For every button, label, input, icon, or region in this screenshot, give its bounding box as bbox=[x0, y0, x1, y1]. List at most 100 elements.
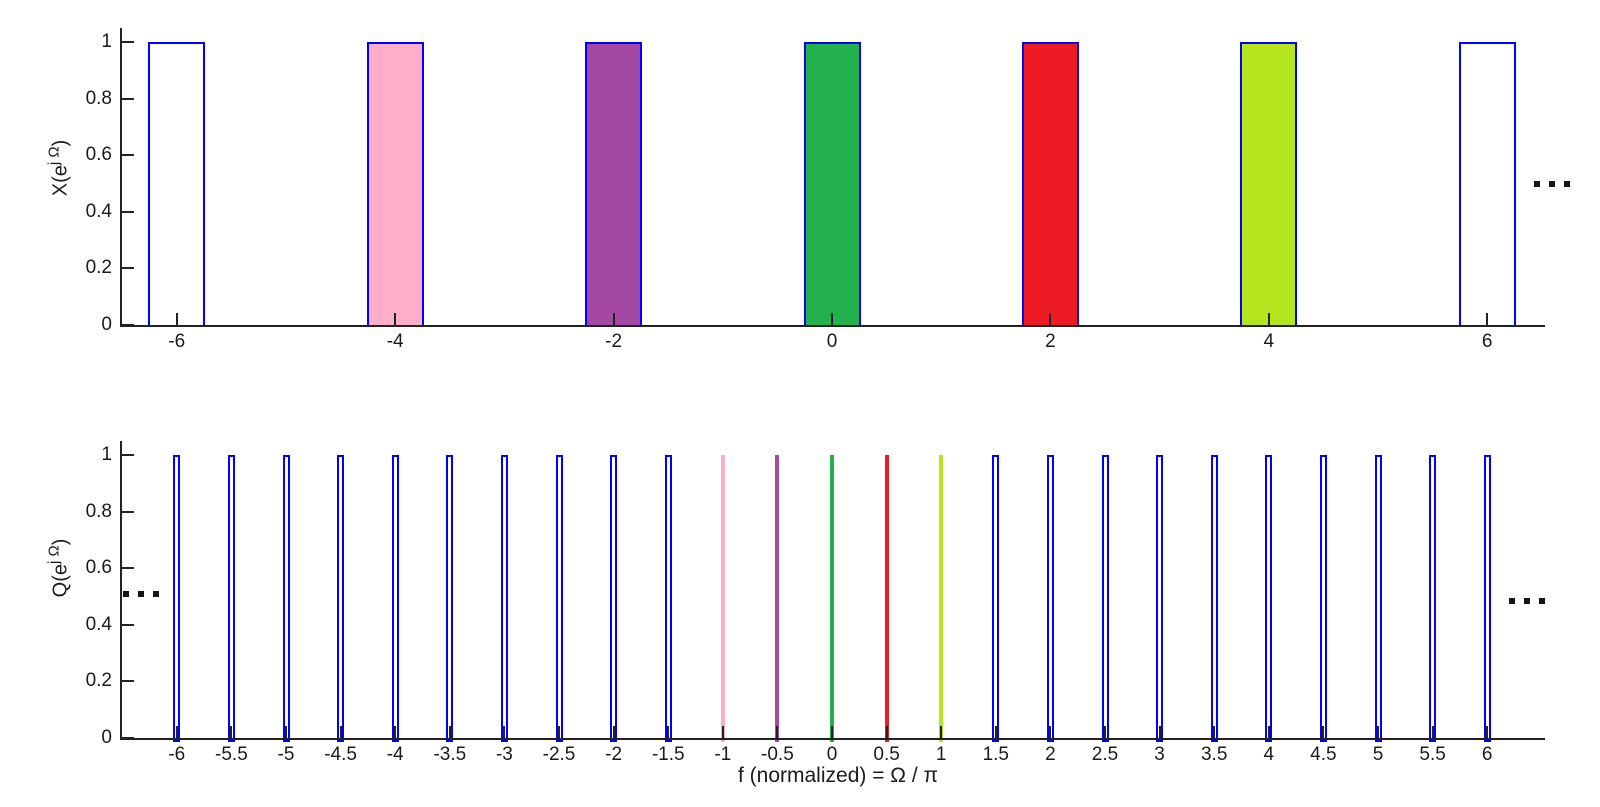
y-tick-label: 0.4 bbox=[85, 613, 112, 635]
x-tick bbox=[285, 726, 287, 738]
y-tick bbox=[122, 567, 134, 570]
x-tick-label: -0.5 bbox=[761, 744, 794, 765]
spectrum-pulse-x-2.5 bbox=[1101, 455, 1109, 742]
x-tick-label: 3 bbox=[1154, 744, 1165, 765]
x-tick-label: 2 bbox=[1045, 331, 1056, 352]
y-tick bbox=[122, 210, 134, 213]
x-tick bbox=[831, 726, 833, 738]
x-tick-label: -1 bbox=[714, 744, 732, 765]
x-tick bbox=[1486, 313, 1489, 325]
spectrum-bar-x-0 bbox=[803, 42, 861, 325]
spectrum-pulse-x--6 bbox=[173, 455, 181, 742]
y-tick bbox=[122, 324, 134, 326]
y-tick bbox=[122, 680, 134, 683]
spectrum-pulse-x-1.5 bbox=[992, 455, 1000, 742]
y-tick bbox=[122, 97, 134, 100]
spectrum-bar-x-6 bbox=[1458, 42, 1516, 325]
x-tick-label: -1.5 bbox=[651, 744, 685, 765]
y-tick bbox=[122, 510, 134, 513]
x-tick bbox=[558, 726, 560, 738]
x-tick-label: 4 bbox=[1263, 331, 1275, 352]
x-tick bbox=[1158, 726, 1161, 738]
x-tick bbox=[1049, 313, 1052, 325]
x-tick-label: 1 bbox=[935, 744, 947, 765]
y-axis-line bbox=[120, 28, 122, 327]
spectrum-pulse-x-4 bbox=[1265, 455, 1273, 742]
x-tick bbox=[448, 726, 451, 738]
spectrum-pulse-x-4.5 bbox=[1319, 455, 1327, 742]
x-tick-label: 4.5 bbox=[1310, 744, 1337, 765]
x-tick bbox=[940, 726, 943, 738]
x-tick-label: 2.5 bbox=[1091, 744, 1119, 765]
x-tick-label: -4 bbox=[386, 744, 404, 765]
spectrum-pulse-x-1 bbox=[939, 455, 944, 742]
spectrum-bar-x--6 bbox=[148, 42, 206, 325]
ellipsis-dot bbox=[153, 591, 159, 597]
x-tick-label: -6 bbox=[168, 331, 186, 352]
y-tick-label: 0 bbox=[101, 314, 112, 335]
y-tick bbox=[122, 737, 134, 739]
y-tick-label: 1 bbox=[101, 444, 112, 465]
x-tick-label: 5.5 bbox=[1419, 744, 1446, 765]
y-tick bbox=[122, 623, 134, 626]
y-tick bbox=[122, 154, 134, 157]
x-tick-label: 0 bbox=[826, 744, 838, 765]
y-tick-label: 0.2 bbox=[85, 257, 112, 279]
x-tick bbox=[1322, 726, 1325, 738]
y-tick-label: 1 bbox=[101, 31, 112, 52]
spectrum-pulse-x--2.5 bbox=[555, 455, 563, 742]
x-tick-label: -3 bbox=[495, 744, 513, 765]
x-tick bbox=[667, 726, 670, 738]
x-tick-label: -4.5 bbox=[324, 744, 357, 765]
y-axis-line bbox=[120, 441, 122, 740]
spectrum-pulse-x-0 bbox=[830, 455, 834, 742]
y-tick bbox=[122, 41, 134, 43]
spectrum-pulse-x--5.5 bbox=[227, 455, 235, 742]
spectrum-pulse-x-6 bbox=[1483, 455, 1491, 742]
spectrum-pulse-x--4.5 bbox=[337, 455, 345, 742]
x-tick bbox=[394, 726, 397, 738]
x-tick bbox=[503, 726, 506, 738]
x-tick-label: 0.5 bbox=[873, 744, 900, 765]
x-tick-label: 5 bbox=[1372, 744, 1384, 765]
ylabel-bottom-close: ) bbox=[49, 538, 72, 546]
x-tick-label: -3.5 bbox=[433, 744, 467, 765]
ylabel-bottom-sup: j Ω bbox=[45, 545, 63, 565]
x-tick bbox=[612, 726, 615, 738]
spectrum-pulse-x--3.5 bbox=[446, 455, 454, 742]
ylabel-bottom: Q(ej Ω) bbox=[46, 539, 73, 598]
x-tick bbox=[394, 313, 397, 325]
x-tick bbox=[994, 726, 997, 738]
spectrum-bar-x-4 bbox=[1240, 42, 1298, 325]
y-tick-label: 0.2 bbox=[85, 670, 112, 692]
x-tick-label: 6 bbox=[1481, 744, 1493, 765]
x-tick bbox=[339, 726, 342, 738]
y-tick-label: 0.6 bbox=[85, 144, 112, 166]
x-tick-label: 2 bbox=[1045, 744, 1056, 765]
spectrum-pulse-x--2 bbox=[610, 455, 618, 742]
spectrum-pulse-x-3 bbox=[1156, 455, 1164, 742]
x-tick bbox=[1486, 726, 1489, 738]
y-tick bbox=[122, 267, 134, 270]
spectrum-pulse-x--1.5 bbox=[664, 455, 672, 742]
x-tick-label: -5.5 bbox=[215, 744, 248, 765]
ellipsis-dot bbox=[123, 591, 129, 597]
ellipsis-dot bbox=[1564, 181, 1570, 187]
spectrum-pulse-x-0.5 bbox=[884, 455, 889, 742]
x-tick-label: 3.5 bbox=[1200, 744, 1228, 765]
x-tick bbox=[1213, 726, 1216, 738]
spectrum-bar-x--2 bbox=[585, 42, 643, 325]
spectrum-pulse-x--3 bbox=[500, 455, 508, 742]
spectrum-bar-x-2 bbox=[1021, 42, 1079, 325]
spectrum-pulse-x-5.5 bbox=[1429, 455, 1437, 742]
y-tick-label: 0.8 bbox=[85, 87, 112, 109]
x-tick-label: 0 bbox=[826, 331, 838, 352]
x-tick-label: -2.5 bbox=[542, 744, 576, 765]
ellipsis-dot bbox=[1549, 181, 1555, 187]
xlabel: f (normalized) = Ω / π bbox=[738, 764, 938, 787]
x-tick bbox=[1267, 726, 1270, 738]
spectrum-pulse-x--5 bbox=[282, 455, 290, 742]
spectrum-pulse-x-3.5 bbox=[1210, 455, 1218, 742]
